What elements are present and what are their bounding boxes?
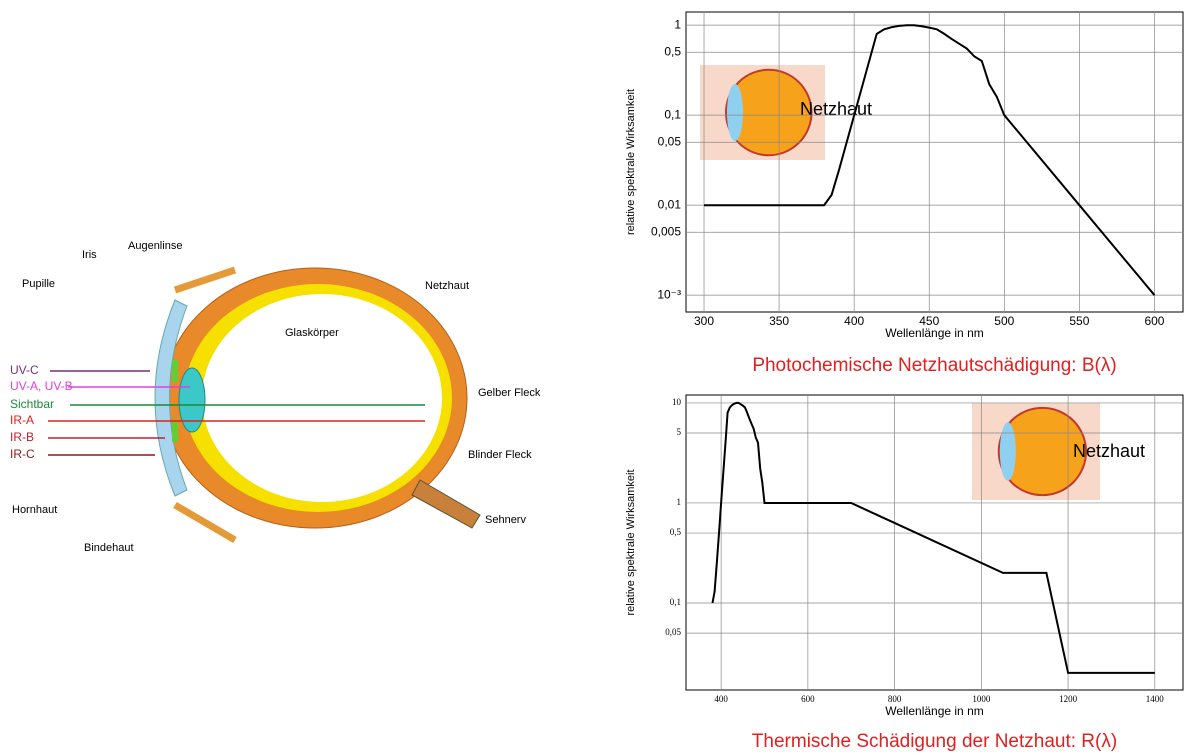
y-axis-label: relative spektrale Wirksamkeit: [625, 469, 637, 615]
x-tick-label: 1200: [1059, 694, 1078, 704]
eyelid: [173, 266, 237, 294]
data-line: [711, 401, 1155, 674]
eyelid: [173, 501, 237, 544]
y-tick-label: 10⁻³: [657, 287, 681, 301]
y-tick-label: 1: [674, 17, 681, 31]
label: IR-B: [10, 430, 34, 444]
vitreous: [202, 294, 442, 502]
x-tick-label: 450: [919, 314, 939, 328]
x-tick-label: 400: [844, 314, 864, 328]
caption: Photochemische Netzhautschädigung: B(λ): [752, 355, 1116, 376]
y-tick-label: 0,01: [658, 197, 682, 211]
label: Pupille: [22, 278, 55, 290]
inset-eye: [997, 406, 1088, 497]
y-tick-label: 0,5: [664, 44, 681, 58]
x-tick-label: 800: [888, 694, 902, 704]
x-tick-label: 1400: [1146, 694, 1165, 704]
y-tick-label: 0,1: [664, 107, 681, 121]
inset-eye: [725, 68, 813, 157]
label: IR-C: [10, 447, 35, 461]
x-tick-label: 600: [1144, 314, 1164, 328]
x-tick-label: 300: [694, 314, 714, 328]
label: Sehnerv: [485, 514, 526, 526]
x-tick-label: 400: [714, 694, 728, 704]
x-tick-label: 550: [1069, 314, 1089, 328]
plot-frame: [685, 11, 1184, 313]
label: UV-C: [10, 363, 39, 377]
eye-diagram: Iris Augenlinse Pupille Netzhaut Glaskör…: [10, 240, 541, 554]
label: Blinder Fleck: [468, 449, 532, 461]
y-tick-label: 0,05: [665, 627, 681, 637]
inset-cornea: [999, 422, 1016, 481]
optic-nerve: [411, 479, 481, 529]
iris: [172, 420, 178, 442]
x-axis-label: Wellenlänge in nm: [885, 704, 984, 718]
inset-label: Netzhaut: [800, 99, 872, 119]
label: Gelber Fleck: [478, 387, 541, 399]
y-tick-label: 0,5: [670, 527, 682, 537]
lens: [178, 367, 206, 433]
rays: [48, 370, 425, 456]
label: Sichtbar: [10, 397, 54, 411]
inset-cornea: [727, 84, 743, 141]
label: Glaskörper: [285, 327, 339, 339]
y-axis-label: relative spektrale Wirksamkeit: [625, 89, 637, 235]
y-tick-label: 10: [672, 397, 682, 407]
y-tick-label: 1: [677, 497, 682, 507]
caption: Thermische Schädigung der Netzhaut: R(λ): [752, 731, 1117, 752]
label: Augenlinse: [128, 240, 182, 252]
label: Bindehaut: [84, 542, 134, 554]
cornea: [154, 299, 188, 497]
label: UV-A, UV-B: [10, 379, 73, 393]
y-tick-label: 0,1: [670, 597, 681, 607]
x-tick-label: 600: [801, 694, 815, 704]
x-tick-label: 350: [769, 314, 789, 328]
data-line: [704, 24, 1156, 296]
plot-frame: [685, 394, 1184, 691]
y-tick-label: 5: [677, 427, 682, 437]
label: Netzhaut: [425, 280, 469, 292]
label: IR-A: [10, 413, 34, 427]
x-axis-label: Wellenlänge in nm: [885, 326, 984, 340]
label: Iris: [82, 249, 97, 261]
inset-label: Netzhaut: [1073, 441, 1145, 461]
iris: [172, 360, 178, 382]
y-tick-label: 0,005: [651, 224, 681, 238]
label: Hornhaut: [12, 504, 57, 516]
x-tick-label: 1000: [972, 694, 991, 704]
y-tick-label: 0,05: [658, 134, 682, 148]
x-tick-label: 500: [994, 314, 1014, 328]
